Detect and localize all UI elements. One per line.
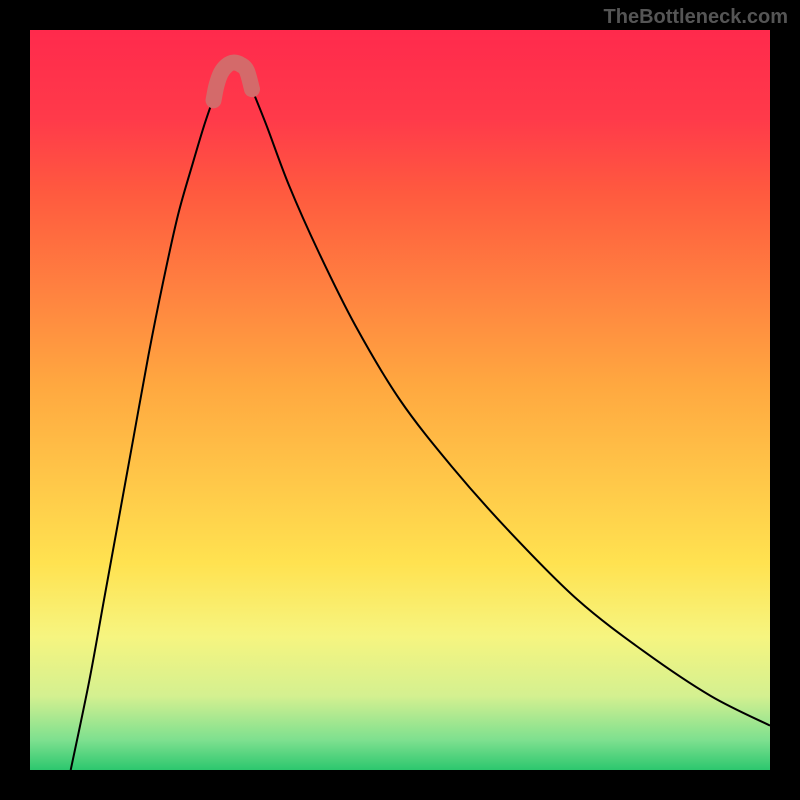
- watermark-text: TheBottleneck.com: [604, 6, 788, 29]
- curve-svg: [0, 0, 800, 800]
- chart-container: TheBottleneck.com: [0, 0, 800, 800]
- left-curve-path: [71, 98, 214, 770]
- right-curve-path: [252, 89, 770, 725]
- valley-path: [214, 63, 252, 101]
